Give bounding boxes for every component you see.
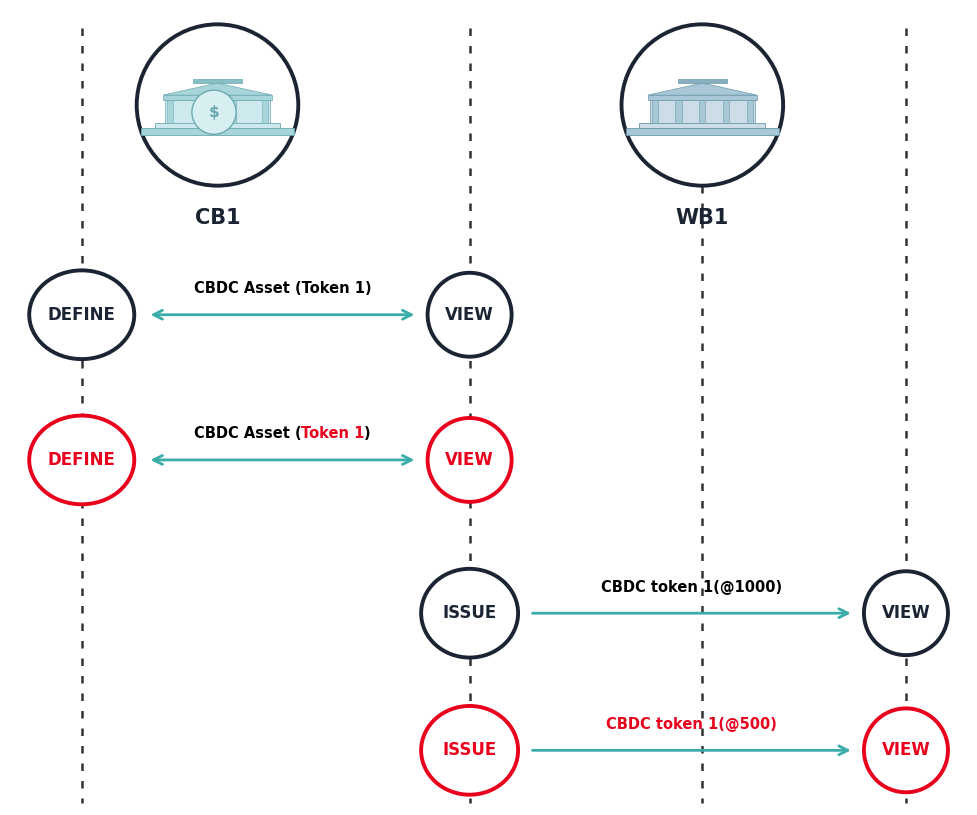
Text: VIEW: VIEW [880,742,929,760]
Ellipse shape [427,418,511,502]
Text: $: $ [208,104,219,120]
Bar [198,99,204,122]
Ellipse shape [863,708,947,792]
Polygon shape [163,83,272,95]
Text: CBDC token 1(@500): CBDC token 1(@500) [606,716,777,732]
Ellipse shape [421,569,518,658]
Bar [639,122,764,128]
Text: CBDC Asset (Token 1): CBDC Asset (Token 1) [193,281,371,296]
Bar [163,95,272,99]
Ellipse shape [421,706,518,795]
Bar [262,99,268,122]
Ellipse shape [863,571,947,655]
Ellipse shape [29,416,134,504]
Bar [165,99,270,122]
Bar [651,99,658,122]
Ellipse shape [427,273,511,357]
Ellipse shape [191,90,235,134]
Text: VIEW: VIEW [445,451,493,469]
Bar [677,79,726,83]
Text: CBDC token 1(@1000): CBDC token 1(@1000) [601,579,782,595]
Text: VIEW: VIEW [445,306,493,324]
Text: Token 1: Token 1 [301,426,363,442]
Polygon shape [647,83,756,95]
Bar [745,99,752,122]
Ellipse shape [29,271,134,359]
Text: ): ) [363,426,370,442]
Bar [722,99,729,122]
Bar [647,95,756,99]
Bar [650,99,754,122]
Text: ISSUE: ISSUE [442,742,496,760]
Text: WB1: WB1 [675,209,728,228]
Text: DEFINE: DEFINE [48,306,115,324]
Ellipse shape [137,24,298,186]
Bar [167,99,173,122]
Bar [154,122,280,128]
Bar [141,128,294,135]
Text: ISSUE: ISSUE [442,604,496,622]
Text: DEFINE: DEFINE [48,451,115,469]
Bar [675,99,681,122]
Text: VIEW: VIEW [880,604,929,622]
Bar [625,128,779,135]
Text: CB1: CB1 [194,209,240,228]
Bar [192,79,241,83]
Bar [230,99,236,122]
Ellipse shape [621,24,783,186]
Text: CBDC Asset (: CBDC Asset ( [193,426,301,442]
Bar [699,99,704,122]
